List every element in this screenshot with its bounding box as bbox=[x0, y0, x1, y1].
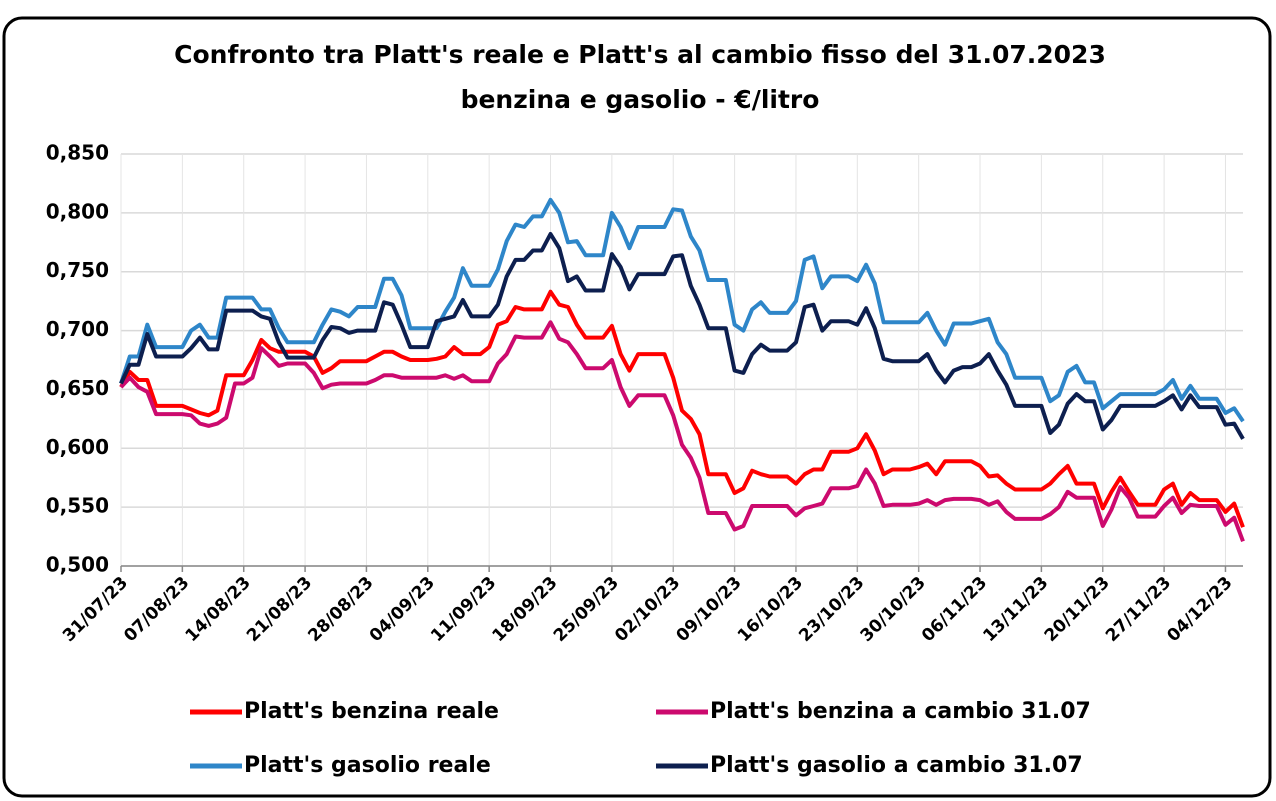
series-line bbox=[119, 320, 1245, 542]
y-tick-label: 0,800 bbox=[46, 199, 109, 223]
series-line bbox=[119, 289, 1245, 528]
series-line bbox=[119, 197, 1245, 423]
legend-label: Platt's gasolio reale bbox=[244, 753, 491, 778]
legend-label: Platt's benzina a cambio 31.07 bbox=[710, 699, 1091, 724]
y-tick-label: 0,700 bbox=[46, 317, 109, 341]
chart-title: Confronto tra Platt's reale e Platt's al… bbox=[174, 40, 1106, 69]
y-tick-label: 0,600 bbox=[46, 435, 109, 459]
y-tick-label: 0,750 bbox=[46, 258, 109, 282]
y-tick-label: 0,550 bbox=[46, 494, 109, 518]
y-tick-label: 0,500 bbox=[46, 553, 109, 577]
series-line bbox=[119, 232, 1245, 440]
legend-label: Platt's gasolio a cambio 31.07 bbox=[710, 753, 1083, 778]
y-tick-label: 0,850 bbox=[46, 141, 109, 165]
chart-subtitle: benzina e gasolio - €/litro bbox=[461, 85, 820, 114]
y-tick-label: 0,650 bbox=[46, 376, 109, 400]
legend-label: Platt's benzina reale bbox=[244, 699, 499, 724]
chart-frame bbox=[2, 16, 1272, 798]
